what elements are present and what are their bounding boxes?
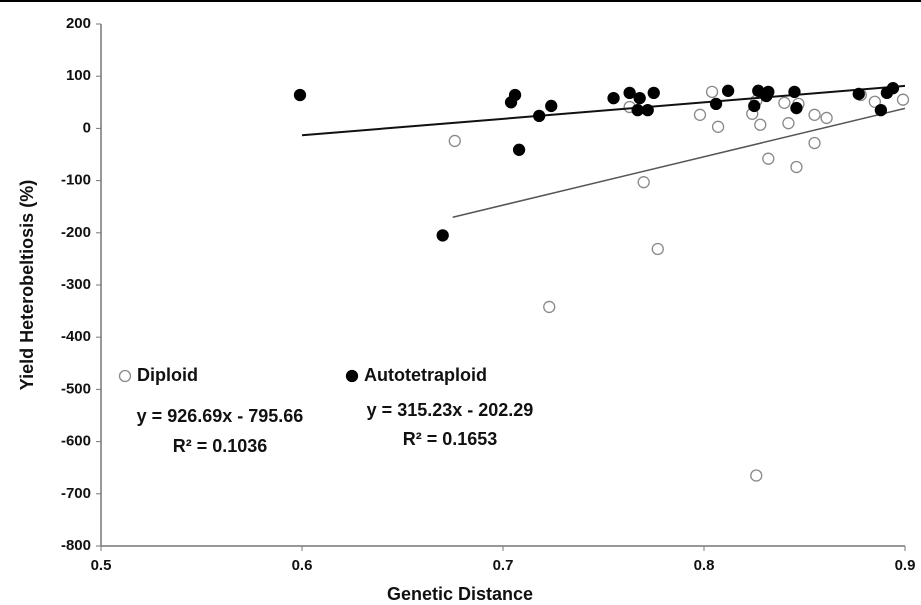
y-tick-label: -600 [61,433,91,450]
point [711,120,725,133]
point [808,108,821,121]
x-tick-label: 0.7 [493,557,514,574]
point [808,136,821,150]
point [533,109,546,123]
y-tick-label: -400 [61,328,91,345]
y-tick-label: -100 [61,172,91,189]
trendline [452,107,906,218]
point [651,242,664,256]
point [852,87,865,101]
trend-r2: R² = 0.1036 [173,436,268,456]
x-tick-label: 0.8 [694,557,715,574]
point [512,143,526,156]
point [782,117,795,130]
point [748,99,761,113]
y-tick-label: -700 [61,485,91,502]
legend-marker [345,369,359,383]
point [631,103,644,117]
x-tick-label: 0.6 [292,557,313,574]
y-axis-label: Yield Heterobeltiosis (%) [17,180,37,390]
y-tick-label: -500 [61,380,91,397]
point [762,85,775,99]
point [754,118,767,131]
y-tick-label: 200 [66,15,91,32]
point [709,97,723,111]
point [896,93,910,106]
point [874,103,888,117]
point [436,229,449,242]
trend-equation: y = 926.69x - 795.66 [137,406,304,426]
y-tick-label: 0 [83,119,91,136]
trend-equation: y = 315.23x - 202.29 [367,400,534,420]
point [750,469,763,482]
point [868,95,881,108]
point [790,160,803,174]
point [790,101,803,115]
x-tick-label: 0.5 [91,557,112,574]
trend-r2: R² = 0.1653 [403,429,498,449]
x-tick-label: 0.9 [895,557,916,574]
point [637,176,650,189]
point [886,82,900,95]
point [448,134,461,148]
point [545,99,558,113]
y-tick-label: -800 [61,537,91,554]
y-tick-label: 100 [66,67,91,84]
legend-label: Autotetraploid [364,365,487,385]
point [778,96,791,109]
trendline [301,84,906,137]
point [647,86,660,100]
legend-marker [118,369,132,383]
point [633,91,646,105]
point [705,85,719,99]
point [508,88,522,102]
point [293,88,307,102]
x-axis-label: Genetic Distance [387,584,533,604]
y-tick-label: -200 [61,224,91,241]
y-tick-label: -300 [61,276,91,293]
point [721,84,735,97]
point [641,103,654,117]
point [788,85,801,99]
point [693,108,707,121]
point [623,86,636,100]
point [543,300,556,314]
point [762,152,775,165]
point [820,111,833,125]
point [607,91,620,105]
legend-label: Diploid [137,365,198,385]
